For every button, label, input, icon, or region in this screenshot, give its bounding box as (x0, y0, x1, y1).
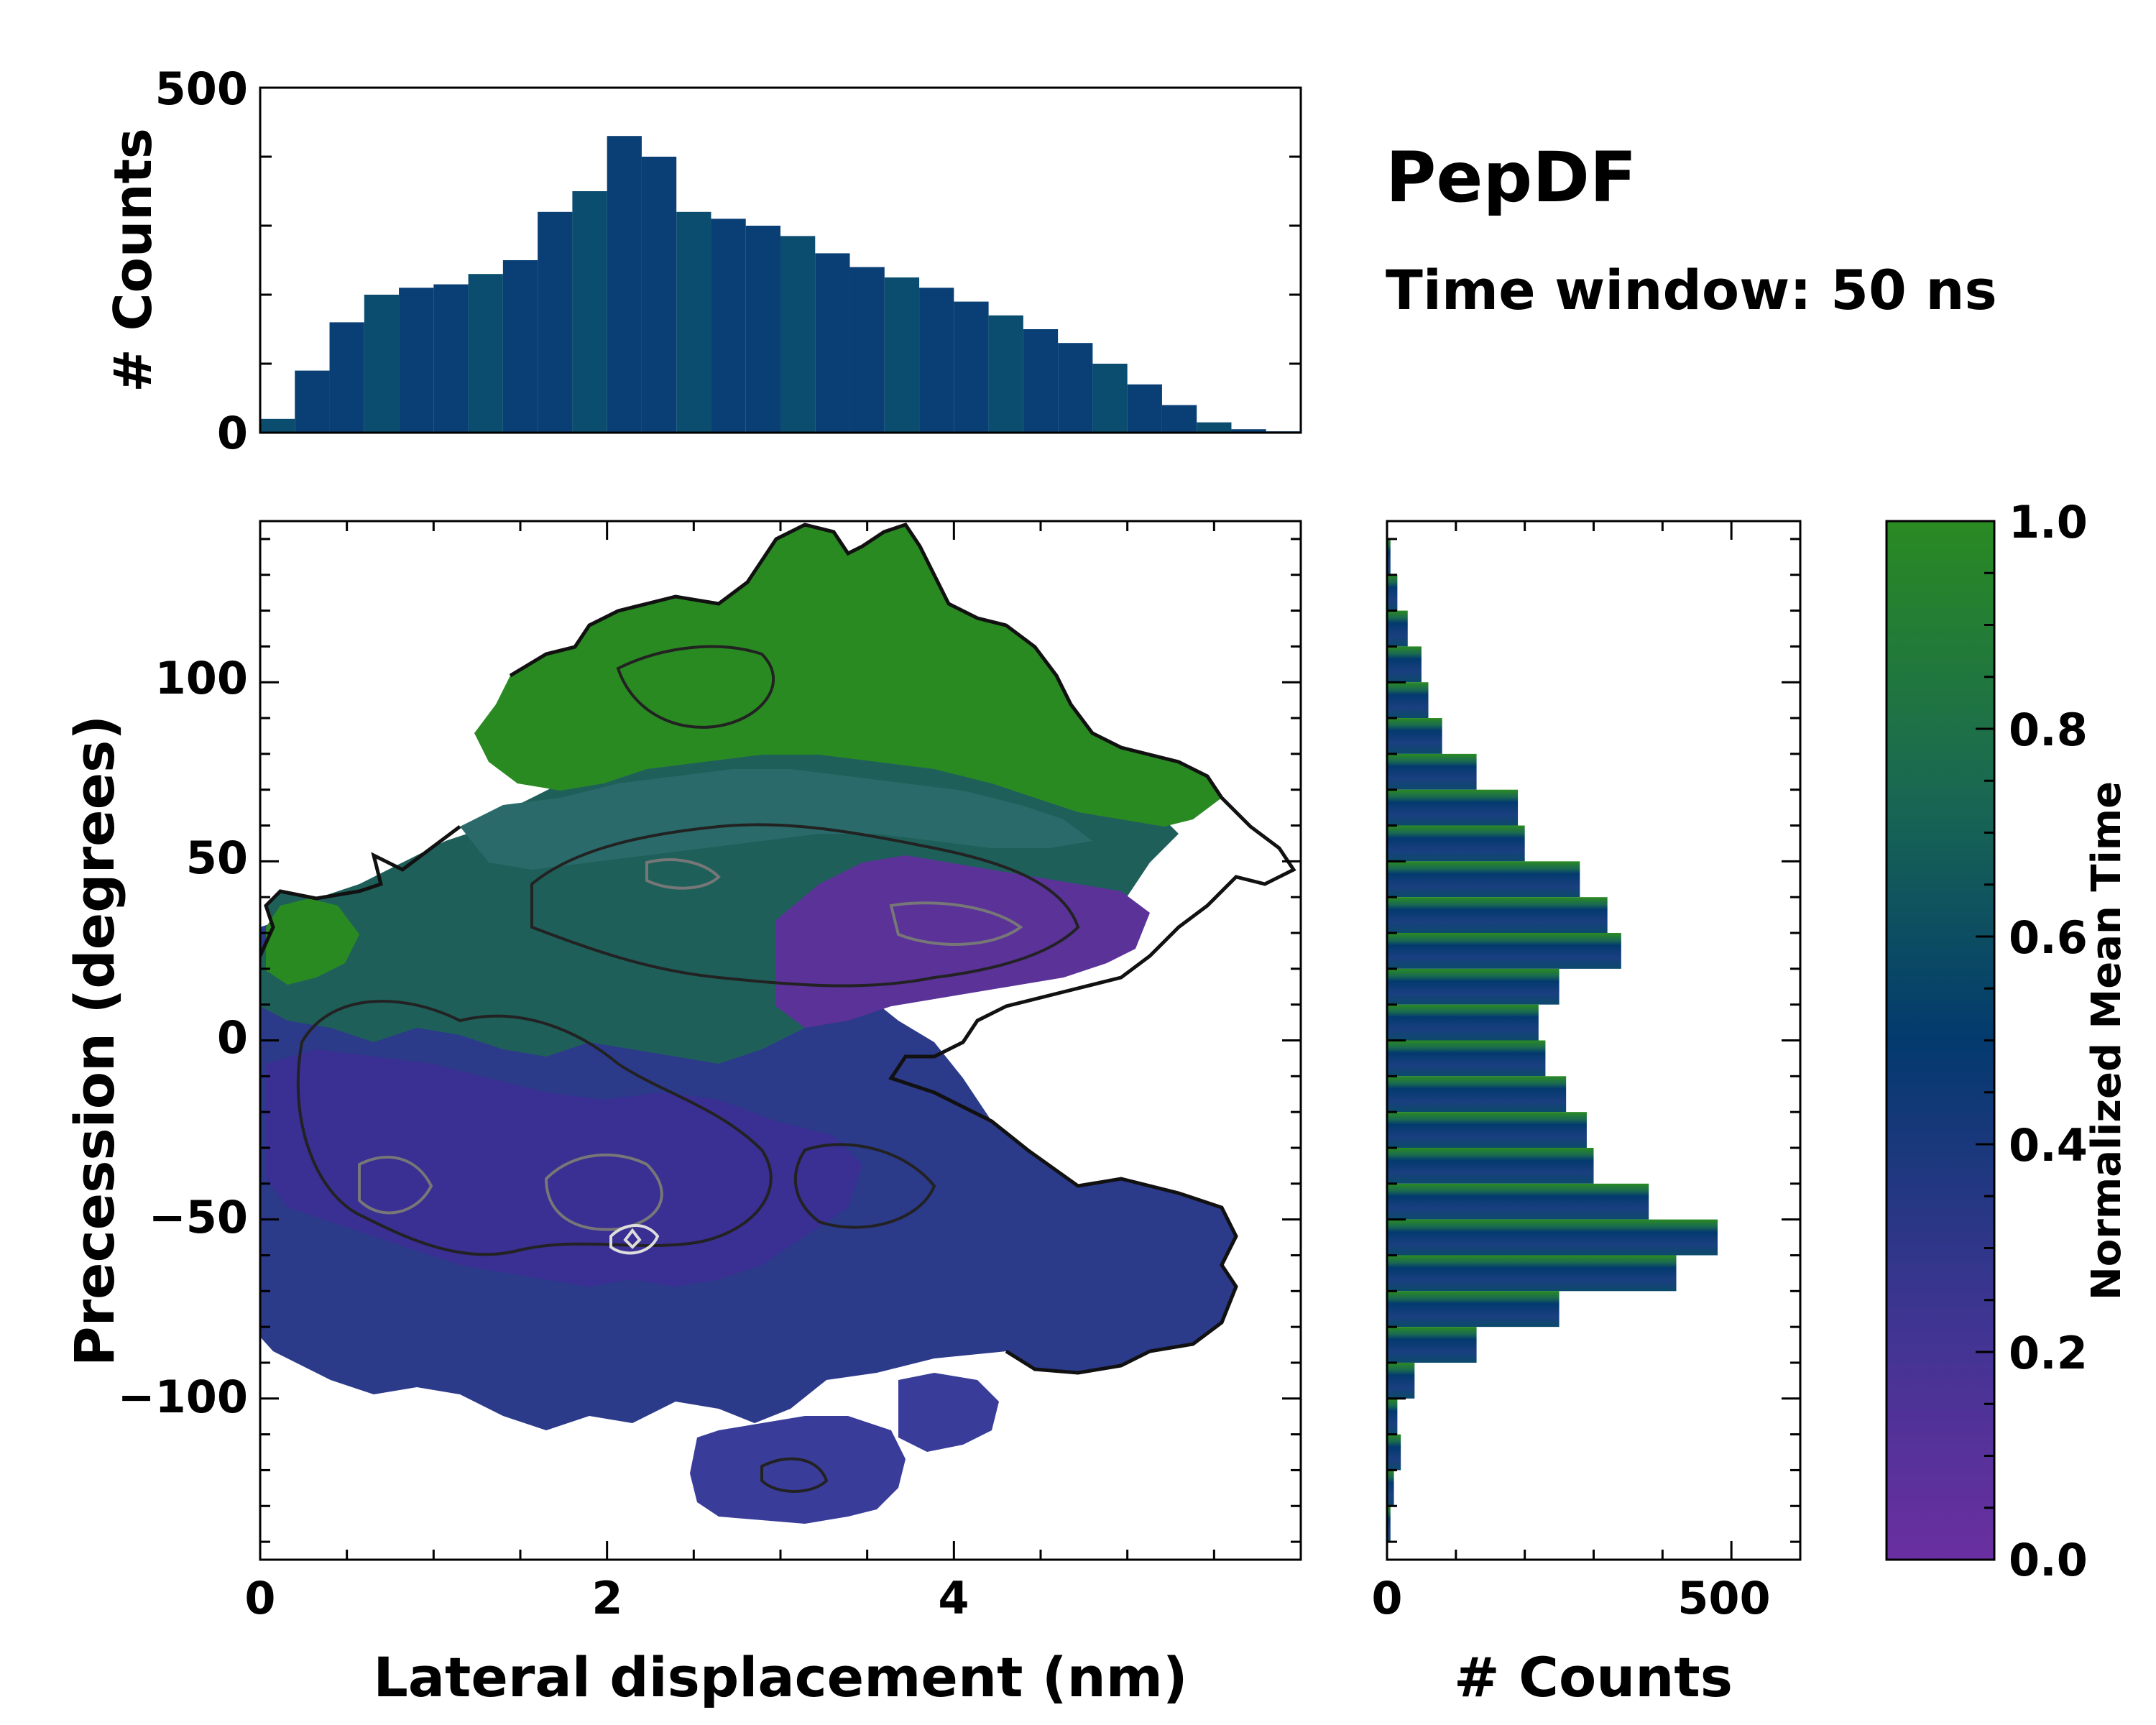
top-hist-bar (329, 322, 364, 433)
top-hist-bar (1161, 405, 1197, 433)
right-hist-bar (1387, 861, 1580, 898)
top-hist-bar (468, 274, 503, 433)
main-xtick-0: 0 (244, 1572, 275, 1624)
top-hist-bar (676, 211, 711, 433)
top-hist-bar (711, 218, 746, 433)
main-ytick-50: 50 (186, 832, 248, 884)
outer-contour (509, 523, 1296, 1375)
right-hist-bar (1387, 1470, 1394, 1506)
top-hist-ylabel: # Counts (103, 128, 163, 392)
right-hist-bar (1387, 1219, 1718, 1256)
top-hist-bar (849, 267, 885, 433)
right-hist-bar (1387, 933, 1621, 969)
colorbar-tick-0.8: 0.8 (2009, 704, 2088, 756)
top-hist-bar (884, 277, 920, 433)
top-hist-bar (1023, 329, 1059, 433)
top-hist-bar (954, 301, 989, 433)
core-contours (358, 858, 1023, 1231)
main-ytick-neg50: −50 (149, 1191, 248, 1243)
main-heatmap: 0 2 4 100 50 0 −50 −100 Lateral displace… (63, 520, 1302, 1709)
heatmap-region-bottom-island (690, 1416, 906, 1524)
top-histogram: # Counts 500 0 (103, 63, 1302, 459)
top-hist-bar (815, 253, 850, 433)
top-hist-bar (607, 136, 642, 433)
colorbar-tick-0.0: 0.0 (2009, 1534, 2088, 1586)
right-hist-bar (1387, 1147, 1594, 1184)
heatmap-region-lower-left (266, 1049, 862, 1287)
right-hist-bar (1387, 1183, 1649, 1220)
right-hist-bar (1387, 718, 1442, 754)
main-xtick-4: 4 (938, 1572, 969, 1624)
top-hist-bar (364, 295, 400, 433)
right-hist-bar (1387, 1040, 1546, 1077)
right-hist-xtick-500: 500 (1677, 1572, 1770, 1624)
top-hist-bar (502, 260, 538, 433)
right-histogram: 0 500 # Counts (1371, 520, 1802, 1709)
peak-contours (609, 1224, 660, 1255)
right-hist-xtick-0: 0 (1371, 1572, 1402, 1624)
main-ytick-100: 100 (155, 652, 248, 704)
top-hist-bar (1231, 429, 1266, 433)
right-hist-bar (1387, 1434, 1401, 1471)
top-hist-bar (1058, 343, 1093, 433)
colorbar-tick-0.4: 0.4 (2009, 1119, 2088, 1172)
main-ytick-0: 0 (217, 1011, 248, 1064)
colorbar-gradient (1885, 520, 1996, 1561)
right-hist-bar (1387, 968, 1560, 1005)
colorbar-tick-0.2: 0.2 (2009, 1327, 2088, 1379)
top-hist-bar (1197, 422, 1232, 433)
right-hist-bar (1387, 789, 1519, 826)
right-hist-bar (1387, 753, 1477, 790)
top-hist-ytick-500: 500 (155, 63, 248, 115)
top-hist-bar (1092, 364, 1128, 433)
heatmap-region-right-lower (898, 1373, 999, 1452)
colorbar: 1.0 0.8 0.6 0.4 0.2 0.0 Normalized Mean … (1885, 496, 2130, 1586)
colorbar-tick-0.6: 0.6 (2009, 911, 2088, 964)
top-hist-bar (399, 288, 434, 433)
right-hist-bar (1387, 1076, 1567, 1113)
right-hist-xlabel: # Counts (1454, 1645, 1733, 1709)
right-hist-bar (1387, 1362, 1415, 1399)
right-hist-bar (1387, 825, 1525, 862)
figure-subtitle: Time window: 50 ns (1386, 258, 1997, 322)
inner-contours (296, 645, 1080, 1493)
top-hist-bar (780, 236, 816, 433)
main-xtick-2: 2 (591, 1572, 622, 1624)
right-hist-bar (1387, 1506, 1391, 1542)
top-hist-bar (919, 288, 954, 433)
top-hist-bar (1127, 384, 1162, 433)
top-hist-bar (745, 226, 780, 433)
right-hist-bar (1387, 1255, 1677, 1292)
colorbar-tick-1.0: 1.0 (2009, 496, 2088, 548)
outer-contour-left (260, 825, 461, 957)
right-hist-bar (1387, 682, 1429, 719)
right-hist-bar (1387, 646, 1422, 683)
right-hist-bar (1387, 1112, 1587, 1148)
right-hist-bar (1387, 897, 1608, 934)
top-hist-bar (988, 315, 1023, 433)
top-hist-bar (295, 370, 330, 433)
right-hist-bar (1387, 1398, 1398, 1435)
top-hist-bar (433, 284, 469, 433)
right-hist-bar (1387, 538, 1391, 575)
top-hist-bar (538, 211, 573, 433)
right-hist-bar (1387, 1291, 1560, 1328)
top-hist-bar (641, 157, 677, 433)
colorbar-label: Normalized Mean Time (2083, 781, 2130, 1300)
top-hist-bar (572, 191, 607, 433)
top-hist-ytick-0: 0 (217, 407, 248, 459)
right-hist-bar (1387, 610, 1408, 647)
right-hist-bar (1387, 1004, 1539, 1041)
right-hist-bar (1387, 1327, 1477, 1363)
figure-title: PepDF (1386, 137, 1636, 218)
top-hist-frame (259, 86, 1302, 434)
heatmap-region-left-edge (266, 898, 359, 985)
right-hist-bar (1387, 574, 1398, 611)
top-hist-bar (260, 418, 295, 433)
main-xlabel: Lateral displacement (nm) (373, 1645, 1187, 1709)
main-ytick-neg100: −100 (118, 1371, 248, 1423)
main-ylabel: Precession (degrees) (63, 715, 126, 1366)
